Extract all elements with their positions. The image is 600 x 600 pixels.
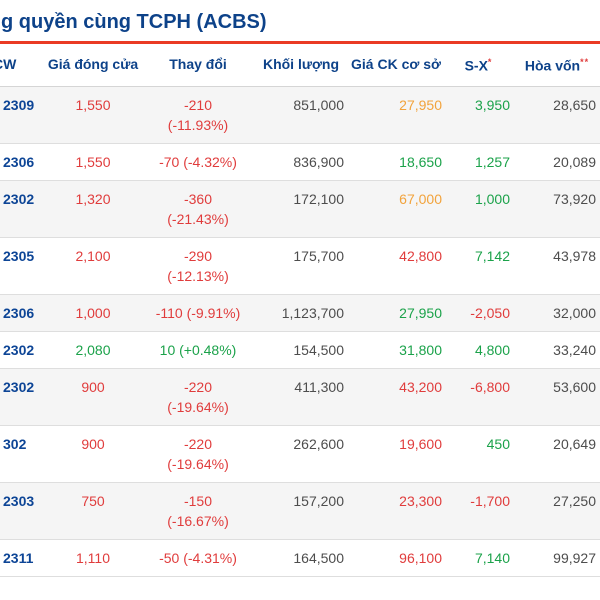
underlying-price: 19,600 (399, 435, 442, 452)
volume: 411,300 (294, 378, 344, 395)
breakeven-price: 99,927 (553, 549, 596, 566)
page-title: g quyền cùng TCPH (ACBS) (1, 11, 267, 33)
change-value: -110 (-9.91%) (155, 304, 241, 321)
column-header-s-x: S-X* (445, 44, 512, 87)
breakeven-price: 20,649 (553, 435, 596, 452)
change-value: -50 (-4.31%) (159, 549, 237, 566)
table-body: 2309 1,550 -210 (-11.93%) 851,000 27,950 3,950… (0, 86, 600, 577)
breakeven-price: 73,920 (553, 190, 596, 207)
table-row: 2311 1,110 -50 (-4.31%) 164,500 96,100 7,140 9… (0, 539, 600, 577)
volume: 157,200 (293, 492, 344, 509)
s-x-value: -6,800 (470, 378, 510, 395)
close-price: 1,320 (75, 190, 111, 207)
column-header-cw: CW (0, 44, 45, 87)
breakeven-price: 20,089 (553, 153, 596, 170)
table-row: 2303 750 -150 (-16.67%) 157,200 23,300 -1,700 2… (0, 482, 600, 540)
breakeven-price: 43,978 (553, 247, 596, 264)
column-header-kh-i-l-ng: Khối lượng (255, 44, 347, 87)
underlying-price: 67,000 (399, 190, 442, 207)
s-x-value: 450 (486, 435, 510, 452)
close-price: 1,550 (75, 96, 111, 113)
table-row: 302 900 -220 (-19.64%) 262,600 19,600 450 20,64… (0, 425, 600, 483)
underlying-price: 42,800 (399, 247, 442, 264)
underlying-price: 18,650 (399, 153, 442, 170)
underlying-price: 96,100 (399, 549, 442, 566)
breakeven-price: 32,000 (553, 304, 596, 321)
volume: 851,000 (293, 96, 344, 113)
table-row: 2302 1,320 -360 (-21.43%) 172,100 67,000 1,000… (0, 180, 600, 238)
s-x-value: -2,050 (470, 304, 510, 321)
column-header-gi-ck-c-s-: Giá CK cơ sở (347, 44, 445, 87)
table-row: 2306 1,550 -70 (-4.32%) 836,900 18,650 1,257 2… (0, 143, 600, 181)
table-row: 2305 2,100 -290 (-12.13%) 175,700 42,800 7,142… (0, 237, 600, 295)
warrant-code[interactable]: 2309 (3, 96, 35, 113)
s-x-value: 1,257 (474, 153, 510, 170)
change-value: -220 (-19.64%) (167, 435, 229, 472)
underlying-price: 27,950 (399, 96, 442, 113)
close-price: 2,100 (75, 247, 111, 264)
warrant-code[interactable]: 2302 (3, 378, 35, 395)
warrant-code[interactable]: 2311 (3, 549, 34, 566)
close-price: 900 (81, 378, 105, 395)
breakeven-price: 28,650 (553, 96, 596, 113)
volume: 175,700 (293, 247, 344, 264)
change-value: -210 (-11.93%) (167, 96, 229, 133)
warrant-code[interactable]: 2303 (3, 492, 35, 509)
volume: 164,500 (293, 549, 344, 566)
column-header-gi-ng-c-a: Giá đóng cửa (45, 44, 141, 87)
change-value: -290 (-12.13%) (167, 247, 229, 284)
s-x-value: -1,700 (470, 492, 510, 509)
breakeven-price: 27,250 (553, 492, 596, 509)
underlying-price: 31,800 (399, 341, 442, 358)
underlying-price: 23,300 (399, 492, 442, 509)
table-row: 2309 1,550 -210 (-11.93%) 851,000 27,950 3,950… (0, 86, 600, 144)
s-x-value: 3,950 (474, 96, 510, 113)
footnote-asterisk: * (487, 57, 493, 67)
change-value: -220 (-19.64%) (167, 378, 229, 415)
breakeven-price: 53,600 (553, 378, 596, 395)
s-x-value: 1,000 (474, 190, 510, 207)
s-x-value: 4,800 (474, 341, 510, 358)
title-underline (0, 41, 600, 44)
table-row: 2302 900 -220 (-19.64%) 411,300 43,200 -6,800 5… (0, 368, 600, 426)
close-price: 2,080 (75, 341, 111, 358)
change-value: -360 (-21.43%) (167, 190, 229, 227)
underlying-price: 27,950 (399, 304, 442, 321)
volume: 262,600 (293, 435, 344, 452)
s-x-value: 7,142 (474, 247, 510, 264)
s-x-value: 7,140 (474, 549, 510, 566)
warrant-code[interactable]: 2302 (3, 190, 35, 207)
close-price: 750 (81, 492, 105, 509)
close-price: 1,000 (75, 304, 111, 321)
warrant-code[interactable]: 2305 (3, 247, 35, 264)
warrant-code[interactable]: 2306 (3, 304, 35, 321)
volume: 172,100 (293, 190, 344, 207)
volume: 154,500 (293, 341, 344, 358)
footnote-asterisk: ** (580, 57, 590, 67)
close-price: 1,550 (75, 153, 111, 170)
table-row: 2302 2,080 10 (+0.48%) 154,500 31,800 4,800 33… (0, 331, 600, 369)
warrant-code[interactable]: 2306 (3, 153, 35, 170)
column-header-h-a-v-n: Hòa vốn** (512, 44, 600, 87)
change-value: 10 (+0.48%) (159, 341, 237, 358)
table-row: 2306 1,000 -110 (-9.91%) 1,123,700 27,950 -2,… (0, 294, 600, 332)
column-header-thay-i: Thay đổi (141, 44, 255, 87)
volume: 1,123,700 (281, 304, 344, 321)
close-price: 900 (81, 435, 105, 452)
warrant-code[interactable]: 302 (3, 435, 27, 452)
warrant-code[interactable]: 2302 (3, 341, 35, 358)
change-value: -70 (-4.32%) (159, 153, 237, 170)
change-value: -150 (-16.67%) (167, 492, 229, 529)
breakeven-price: 33,240 (553, 341, 596, 358)
close-price: 1,110 (76, 549, 110, 566)
volume: 836,900 (293, 153, 344, 170)
underlying-price: 43,200 (399, 378, 442, 395)
